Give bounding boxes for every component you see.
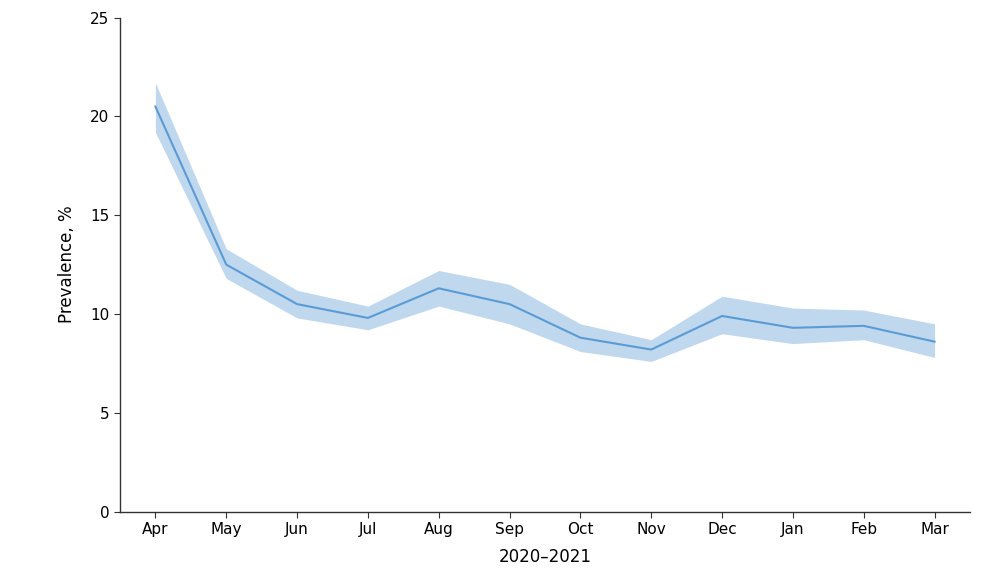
Y-axis label: Prevalence, %: Prevalence, % bbox=[58, 206, 76, 323]
X-axis label: 2020–2021: 2020–2021 bbox=[498, 548, 592, 566]
